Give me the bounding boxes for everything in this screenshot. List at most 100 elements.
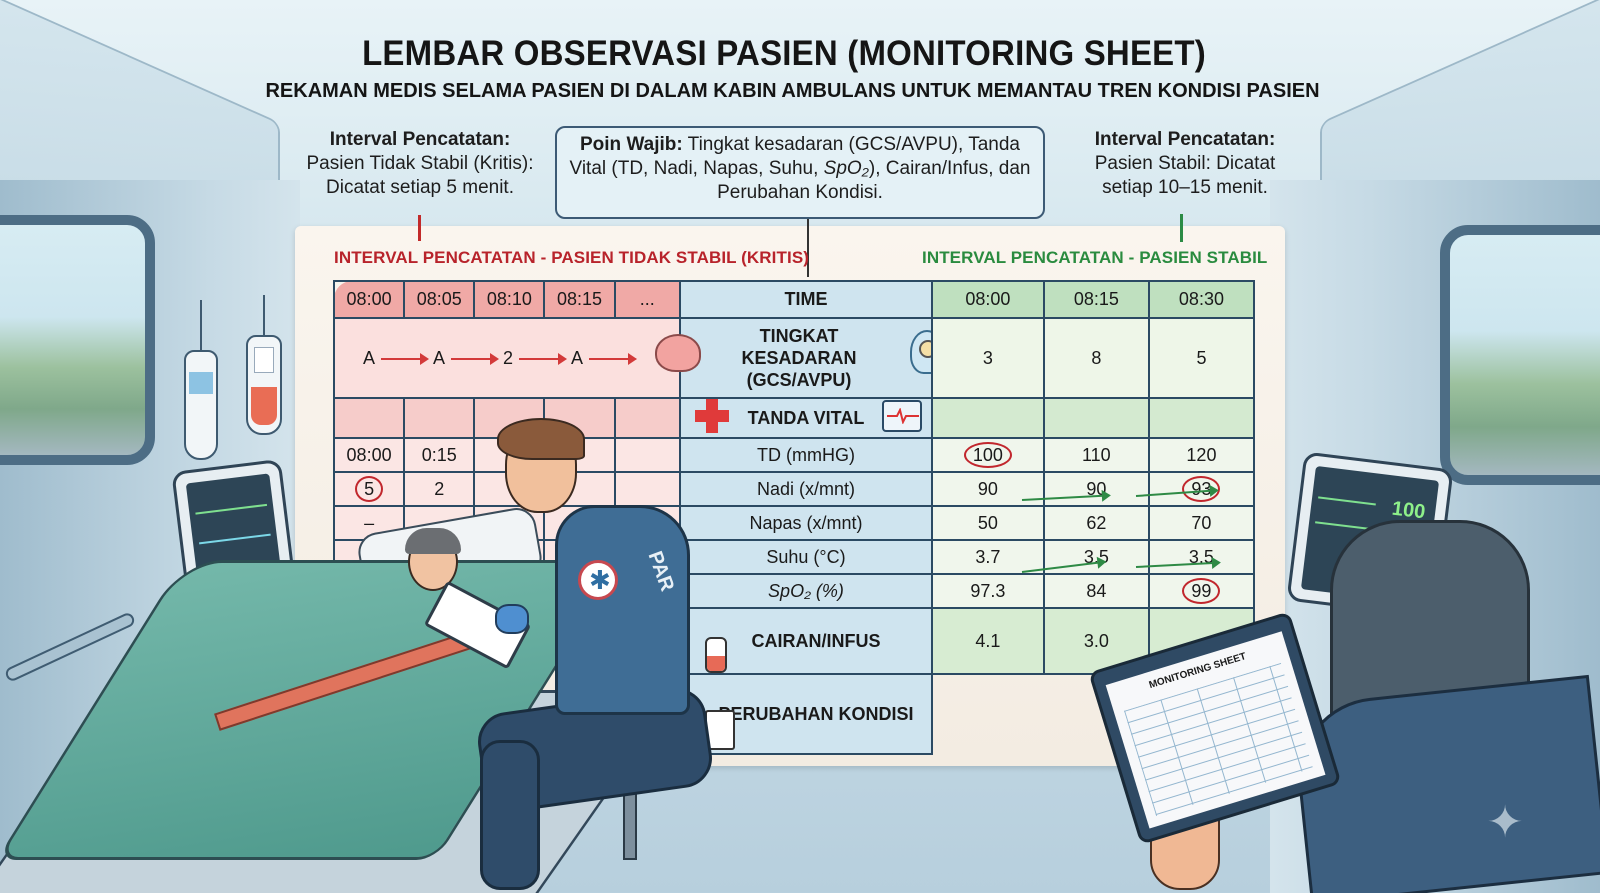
napas-value: 62 <box>1042 505 1150 541</box>
spo2-value: 84 <box>1042 573 1150 609</box>
stable-nadi-row: 90 90 93 <box>931 471 1256 507</box>
star-of-life-icon: ✱ <box>578 560 618 600</box>
critical-sub-time: 0:15 <box>403 437 476 473</box>
avpu-value: A <box>363 347 376 368</box>
gcs-value: 5 <box>1147 317 1256 399</box>
mandatory-points-heading: Poin Wajib: <box>580 134 683 155</box>
interval-stable-line1: Pasien Stabil: Dicatat <box>1094 153 1276 174</box>
iv-hook-right <box>263 295 265 337</box>
critical-time-cell: 08:00 <box>332 280 406 319</box>
mandatory-points-text2: ), Cairan/Infus, dan Perubahan Kondisi. <box>717 158 1031 203</box>
window-right <box>1440 225 1600 485</box>
parameter-column: TIME TINGKAT KESADARAN (GCS/AVPU) TANDA … <box>679 280 933 755</box>
gcs-value: 8 <box>1042 317 1150 399</box>
param-suhu-row: Suhu (°C) <box>679 539 933 575</box>
ecg-wave <box>1318 496 1376 506</box>
critical-sub-time: 08:00 <box>332 437 406 473</box>
stable-td-row: 100 110 120 <box>931 437 1256 473</box>
nadi-label: Nadi (x/mnt) <box>679 471 933 507</box>
param-td-row: TD (mmHG) <box>679 437 933 473</box>
circled-value: 93 <box>1182 476 1221 502</box>
td-value: 110 <box>1042 437 1150 473</box>
napas-value: 50 <box>931 505 1045 541</box>
sparkle-icon: ✦ <box>1486 798 1524 847</box>
circled-value: 5 <box>355 476 384 502</box>
param-spo2-row: SpO₂ (%) <box>679 573 933 609</box>
arrow-right-icon <box>381 352 430 365</box>
param-nadi-row: Nadi (x/mnt) <box>679 471 933 507</box>
critical-time-row: 08:00 08:05 08:10 08:15 ... <box>332 280 682 319</box>
param-gcs-row: TINGKAT KESADARAN (GCS/AVPU) <box>679 317 933 399</box>
interval-critical-line2: Dicatat setiap 5 menit. <box>326 177 514 198</box>
circled-value: 99 <box>1182 578 1221 604</box>
iv-bag-blood-icon <box>246 335 282 435</box>
stable-time-row: 08:00 08:15 08:30 <box>931 280 1256 319</box>
interval-stable-line2: setiap 10–15 menit. <box>1102 177 1268 198</box>
spo2-label: SpO₂ (%) <box>679 573 933 609</box>
gcs-label: TINGKAT KESADARAN (GCS/AVPU) <box>679 317 933 399</box>
arrow-right-icon <box>519 352 568 365</box>
critical-time-cell: 08:15 <box>543 280 616 319</box>
nadi-value: 93 <box>1147 471 1256 507</box>
time-header: TIME <box>679 280 933 319</box>
medic-glove <box>495 604 529 634</box>
nadi-value: 90 <box>1042 471 1150 507</box>
stable-time-cell: 08:30 <box>1147 280 1256 319</box>
td-value: 120 <box>1147 437 1256 473</box>
interval-critical-line1: Pasien Tidak Stabil (Kritis): <box>306 153 534 174</box>
critical-consciousness-row: A A 2 A <box>333 317 681 399</box>
connector-center <box>807 219 809 277</box>
stable-time-cell: 08:00 <box>931 280 1045 319</box>
avpu-value: 2 <box>503 347 514 368</box>
spo2-value: 99 <box>1147 573 1256 609</box>
avpu-value: A <box>571 347 584 368</box>
consciousness-trend: A A 2 A <box>333 317 681 399</box>
page-subtitle: REKAMAN MEDIS SELAMA PASIEN DI DALAM KAB… <box>265 80 1320 102</box>
spo2-value: 97.3 <box>931 573 1045 609</box>
stable-vital-header-row <box>931 397 1256 439</box>
iv-bag-icon <box>705 637 727 673</box>
stable-interval-table: 08:00 08:15 08:30 3 8 5 100 110 120 90 9… <box>931 280 1256 675</box>
mandatory-points-text1: Tingkat kesadaran (GCS/AVPU), Tanda Vita… <box>569 134 1020 179</box>
section-label-stable: INTERVAL PENCATATAN - PASIEN STABIL <box>922 248 1268 267</box>
vital-monitor-icon <box>882 400 922 432</box>
interval-critical-note: Interval Pencatatan: Pasien Tidak Stabil… <box>280 128 560 200</box>
critical-time-cell: 08:10 <box>473 280 546 319</box>
mandatory-points-box: Poin Wajib: Tingkat kesadaran (GCS/AVPU)… <box>555 126 1045 219</box>
napas-value: 70 <box>1147 505 1256 541</box>
critical-time-cell: 08:05 <box>403 280 476 319</box>
section-label-critical: INTERVAL PENCATATAN - PASIEN TIDAK STABI… <box>334 248 810 267</box>
connector-stable <box>1180 214 1183 242</box>
iv-hook-left <box>200 300 202 352</box>
brain-icon <box>655 334 701 372</box>
suhu-value: 3.5 <box>1147 539 1256 575</box>
suhu-label: Suhu (°C) <box>679 539 933 575</box>
stable-gcs-row: 3 8 5 <box>931 317 1256 399</box>
cairan-value: 3.0 <box>1042 607 1150 675</box>
medic-hair <box>497 418 585 460</box>
arrow-right-icon <box>589 352 638 365</box>
stable-time-cell: 08:15 <box>1042 280 1150 319</box>
arrow-right-icon <box>451 352 500 365</box>
circled-value: 100 <box>963 442 1012 468</box>
observer-arm <box>1290 674 1600 893</box>
interval-stable-heading: Interval Pencatatan: <box>1094 129 1276 150</box>
param-napas-row: Napas (x/mnt) <box>679 505 933 541</box>
stable-napas-row: 50 62 70 <box>931 505 1256 541</box>
paramedic <box>555 505 690 715</box>
param-time-row: TIME <box>679 280 933 319</box>
gcs-value: 3 <box>931 317 1045 399</box>
medic-shin <box>480 740 540 890</box>
mandatory-points-spo2: SpO₂ <box>823 158 869 179</box>
napas-label: Napas (x/mnt) <box>679 505 933 541</box>
critical-time-cell: ... <box>613 280 682 319</box>
suhu-value: 3.7 <box>931 539 1045 575</box>
stable-spo2-row: 97.3 84 99 <box>931 573 1256 609</box>
window-left <box>0 215 155 465</box>
critical-sub-value-row: 5 2 <box>332 471 682 507</box>
page-title: LEMBAR OBSERVASI PASIEN (MONITORING SHEE… <box>362 32 1206 73</box>
ecg-wave-green <box>195 503 268 515</box>
interval-stable-note: Interval Pencatatan: Pasien Stabil: Dica… <box>1060 128 1310 200</box>
critical-sub-value: 5 <box>332 471 406 507</box>
interval-critical-heading: Interval Pencatatan: <box>329 129 511 150</box>
